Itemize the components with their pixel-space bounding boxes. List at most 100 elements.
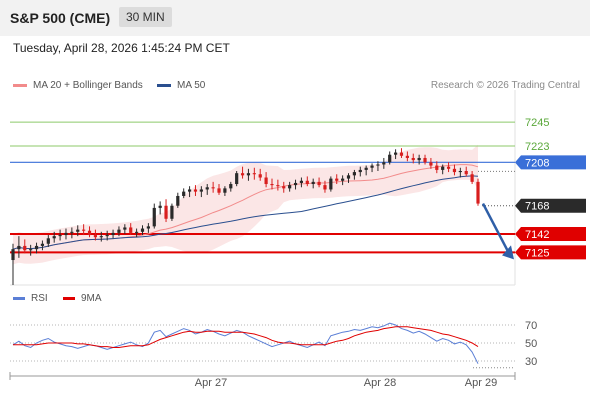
chart-header: S&P 500 (CME) 30 MIN (0, 0, 590, 36)
candle-body (264, 177, 268, 185)
candle-body (276, 185, 280, 187)
candle-body (58, 235, 62, 237)
candle-body (135, 231, 139, 233)
level-label-7208: 7208 (525, 157, 549, 169)
legend-9ma-swatch (63, 296, 75, 300)
candle-body (11, 249, 15, 261)
candle-body (435, 165, 439, 170)
candle-body (170, 205, 174, 219)
x-tick-label: Apr 28 (364, 377, 396, 389)
candle-body (270, 184, 274, 186)
candle-body (293, 182, 298, 186)
candle-body (117, 229, 121, 233)
level-label-7125: 7125 (525, 247, 549, 259)
candle-body (152, 207, 156, 227)
candle-body (441, 166, 445, 170)
candle-body (446, 166, 451, 169)
candle-body (417, 157, 421, 161)
rsi-ma9-line (13, 326, 479, 348)
candle-body (111, 232, 115, 236)
candle-body (64, 232, 68, 236)
candle-body (93, 235, 98, 238)
candle-body (211, 187, 215, 189)
legend-rsi-swatch (13, 296, 25, 300)
candle-body (252, 173, 256, 175)
candle-body (193, 189, 198, 192)
candle-body (223, 188, 227, 193)
candle-body (70, 231, 74, 233)
projection-arrow-head (502, 245, 514, 260)
candle-body (182, 191, 186, 196)
candle-body (105, 235, 109, 237)
candle-body (34, 245, 39, 250)
candle-body (52, 236, 56, 239)
level-label-7223: 7223 (525, 141, 549, 153)
candle-body (23, 245, 27, 251)
candle-body (317, 181, 321, 186)
legend-ma50-label: MA 50 (177, 80, 206, 91)
candle-body (329, 178, 333, 190)
candle-body (352, 172, 356, 176)
candle-body (458, 171, 462, 173)
candle-body (205, 187, 209, 190)
level-badge-7125 (515, 245, 586, 260)
candle-body (476, 181, 480, 204)
candle-body (164, 205, 168, 219)
candle-body (258, 174, 262, 178)
candle-body (335, 178, 339, 181)
candle-body (399, 152, 404, 156)
ma50-line (12, 175, 479, 250)
candle-body (235, 173, 239, 185)
candle-body (46, 238, 50, 244)
x-tick-label: Apr 27 (195, 377, 227, 389)
x-tick-label: Apr 29 (465, 377, 497, 389)
candle-body (99, 236, 103, 238)
candle-body (323, 185, 327, 190)
legend-ma20: MA 20 + Bollinger Bands (13, 80, 143, 91)
candle-body (376, 164, 380, 166)
instrument-title: S&P 500 (CME) (10, 10, 111, 26)
candle-body (393, 152, 398, 155)
candle-body (217, 188, 221, 193)
level-label-7168: 7168 (525, 201, 549, 213)
candle-body (140, 228, 145, 232)
rsi-level-label-30: 30 (525, 356, 537, 368)
timeframe-button[interactable]: 30 MIN (119, 7, 172, 27)
candle-body (17, 245, 21, 250)
candle-body (146, 226, 150, 229)
candle-body (87, 230, 92, 236)
candle-body (423, 157, 427, 163)
legend-rsi-label: RSI (31, 293, 48, 304)
candle-body (411, 157, 415, 161)
candle-body (311, 181, 315, 185)
candle-body (341, 178, 345, 181)
legend-9ma: 9MA (63, 293, 102, 304)
candle-body (358, 169, 362, 173)
timestamp: Tuesday, April 28, 2026 1:45:24 PM CET (13, 41, 230, 55)
candle-body (288, 185, 292, 189)
legend-ma20-swatch (13, 83, 27, 87)
candle-body (187, 189, 192, 192)
level-badge-7168 (515, 198, 586, 213)
candle-body (123, 227, 127, 230)
legend-ma50-swatch (157, 83, 171, 87)
candle-body (452, 168, 457, 173)
rsi-level-label-50: 50 (525, 338, 537, 350)
candle-body (405, 155, 409, 158)
candle-body (246, 173, 251, 176)
candle-body (429, 162, 433, 166)
candle-body (299, 180, 304, 183)
candle-body (364, 167, 368, 170)
candle-body (158, 205, 162, 208)
candle-body (82, 229, 86, 231)
candle-body (129, 227, 133, 233)
candle-body (29, 249, 33, 251)
candle-body (464, 171, 468, 175)
candle-body (240, 173, 245, 176)
legend-9ma-label: 9MA (81, 293, 102, 304)
candle-body (229, 184, 233, 189)
level-badge-7142 (515, 226, 586, 241)
credit-text: Research © 2026 Trading Central (430, 80, 580, 91)
candle-body (76, 229, 80, 232)
